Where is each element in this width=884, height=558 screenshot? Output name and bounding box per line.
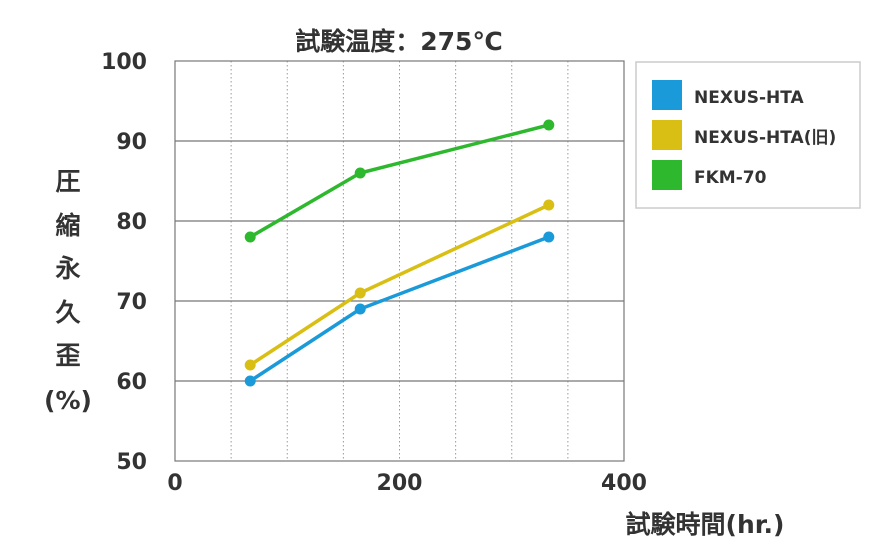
y-tick-label: 80: [116, 210, 147, 235]
y-axis-label-char: (%): [44, 386, 92, 415]
data-point: [354, 287, 366, 299]
data-point: [244, 359, 256, 371]
data-point: [354, 303, 366, 315]
tick-labels: 50 60 70 80 90 100 0 200 400: [101, 50, 647, 496]
data-point: [543, 119, 555, 131]
y-axis-label-char: 歪: [55, 341, 80, 370]
y-tick-label: 100: [101, 50, 147, 75]
x-tick-label: 0: [167, 471, 182, 496]
legend-label: NEXUS-HTA(旧): [694, 128, 836, 148]
y-tick-label: 70: [116, 290, 147, 315]
y-axis-label-char: 圧: [55, 167, 80, 196]
x-tick-label: 400: [601, 471, 647, 496]
y-axis-label-char: 永: [55, 254, 80, 283]
chart-title: 試験温度：275℃: [295, 27, 502, 56]
legend-swatch: [652, 80, 682, 110]
y-axis-label-char: 久: [55, 298, 80, 327]
data-point: [354, 167, 366, 179]
plot-frame: [174, 60, 625, 462]
data-point: [244, 231, 256, 243]
grid: [175, 61, 624, 461]
data-point: [543, 199, 555, 211]
data-point: [244, 375, 256, 387]
x-axis-label: 試験時間(hr.): [626, 510, 785, 539]
y-tick-label: 90: [116, 130, 147, 155]
legend-label: FKM-70: [694, 168, 767, 188]
legend-label: NEXUS-HTA: [694, 88, 805, 108]
x-tick-label: 200: [377, 471, 423, 496]
y-axis-label-char: 縮: [55, 211, 80, 240]
plot-border: [174, 60, 625, 462]
legend-swatch: [652, 160, 682, 190]
legend: NEXUS-HTA NEXUS-HTA(旧) FKM-70: [635, 61, 861, 209]
y-tick-label: 50: [116, 450, 147, 475]
legend-swatch: [652, 120, 682, 150]
data-point: [543, 231, 555, 243]
y-tick-label: 60: [116, 370, 147, 395]
series-layer: [244, 119, 555, 387]
y-axis-label: 圧 縮 永 久 歪 (%): [44, 167, 92, 415]
